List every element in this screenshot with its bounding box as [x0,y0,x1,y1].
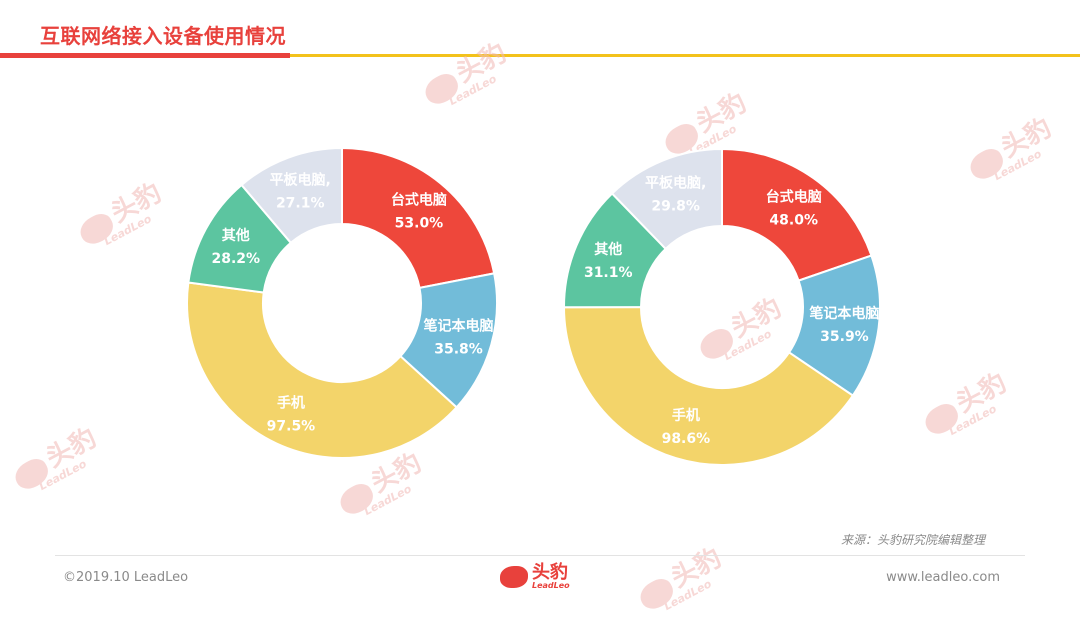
slice-value-label: 27.1% [276,195,325,211]
donut-chart-1: 台式电脑 53.0% 笔记本电脑 35.8% 手机 97.5% 其他 28.2% 平板电脑, 27… [187,148,497,458]
brand-name-cn: 头豹 [532,564,570,582]
slice-value-label: 35.8% [434,342,483,358]
slice-category-label: 笔记本电脑 [424,318,494,335]
footer-divider [55,555,1025,556]
slice-category-label: 台式电脑 [391,192,447,209]
slice-value-label: 35.9% [820,329,869,345]
source-note: 来源：头豹研究院编辑整理 [841,531,985,548]
slice-category-label: 平板电脑, [270,171,331,188]
slice-category-label: 手机 [277,395,305,412]
donut-chart-2: 台式电脑 48.0% 笔记本电脑 35.9% 手机 98.6% 其他 31.1% 平板电脑, 29… [564,149,880,465]
slice-value-label: 31.1% [584,265,633,281]
slice-category-label: 其他 [222,227,250,244]
leopard-icon [500,566,528,588]
donut-charts: 台式电脑 53.0% 笔记本电脑 35.8% 手机 97.5% 其他 28.2% 平板电脑, 27… [0,0,1080,608]
slice-value-label: 48.0% [769,212,818,228]
donut-slice [187,283,457,458]
slice-category-label: 笔记本电脑 [809,305,879,322]
copyright: ©2019.10 LeadLeo [63,570,188,585]
slice-value-label: 53.0% [395,216,444,232]
slice-value-label: 97.5% [267,419,316,435]
brand-name-en: LeadLeo [532,582,570,590]
slice-category-label: 平板电脑, [645,175,706,192]
slice-category-label: 台式电脑 [766,188,822,205]
slice-value-label: 98.6% [662,431,711,447]
website-link[interactable]: www.leadleo.com [886,570,1000,585]
slice-category-label: 其他 [594,241,622,258]
slice-category-label: 手机 [672,407,700,424]
slice-value-label: 29.8% [651,199,700,215]
slice-value-label: 28.2% [211,251,260,267]
brand-logo: 头豹 LeadLeo [500,564,570,590]
